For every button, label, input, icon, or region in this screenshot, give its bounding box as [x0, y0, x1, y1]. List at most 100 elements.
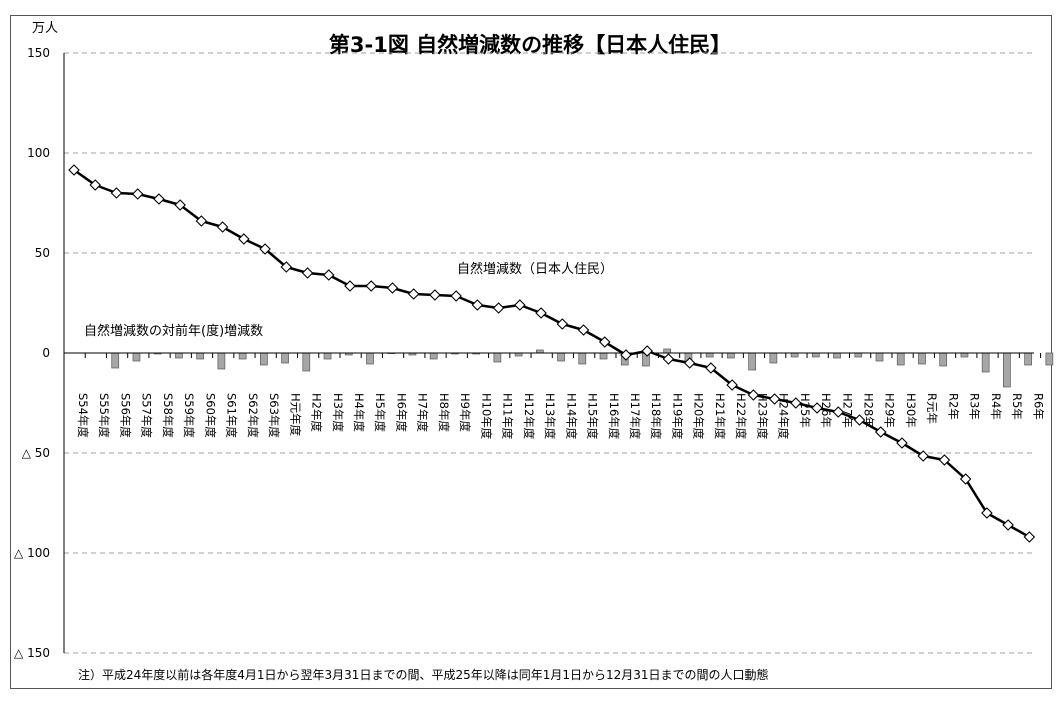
line-point-R5年: [1002, 519, 1014, 531]
x-tick-label: H16年度: [607, 393, 621, 440]
line-point-S61年度: [216, 221, 229, 233]
x-tick-label: H3年度: [331, 393, 345, 432]
chart-title: 第3-1図 自然増減数の推移【日本人住民】: [329, 33, 731, 57]
x-tick-label: H13年度: [543, 393, 557, 440]
x-tick-label: R5年: [1010, 393, 1024, 420]
line-point-R3年: [959, 473, 972, 485]
x-tick-label: S55年度: [97, 393, 111, 438]
x-tick-label: S61年度: [225, 393, 239, 438]
line-point-H21年度: [705, 362, 717, 374]
bar-H27年: [854, 352, 863, 358]
line-point-H27年: [832, 406, 845, 418]
bar-S58年度: [175, 352, 183, 359]
line-point-H12年度: [514, 299, 526, 311]
bar-H30年: [918, 352, 926, 365]
line-point-H元年度: [280, 261, 293, 273]
x-tick-label: S56年度: [118, 393, 132, 438]
x-tick-label: H4年度: [352, 393, 366, 432]
bar-R3年: [981, 352, 990, 373]
x-tick-label: H23年度: [755, 393, 769, 440]
x-tick-label: H28年: [862, 393, 876, 428]
y-tick-label: 50: [35, 246, 50, 260]
line-point-H11年度: [492, 302, 505, 314]
line-point-H25年: [790, 397, 802, 409]
x-tick-label: R4年: [989, 393, 1003, 420]
x-tick-label: H6年度: [394, 393, 408, 432]
line-point-S63年度: [259, 243, 271, 255]
x-tick-label: H24年度: [777, 393, 791, 440]
x-tick-label: H18年度: [649, 393, 663, 440]
bar-S55年度: [111, 352, 120, 369]
x-tick-label: H20年度: [692, 393, 706, 440]
line-point-S55年度: [89, 179, 102, 191]
bar-H13年度: [557, 352, 565, 362]
bar-H21年度: [727, 352, 735, 359]
line-point-H19年度: [662, 353, 675, 365]
y-tick-label: 100: [27, 146, 50, 160]
bar-series-label: 自然増減数の対前年(度)増減数: [84, 323, 263, 339]
line-point-H20年度: [683, 357, 696, 369]
bar-series: [111, 348, 1054, 388]
bar-S56年度: [132, 352, 141, 362]
line-point-H5年度: [365, 280, 377, 292]
x-tick-label: H15年度: [586, 393, 600, 440]
bar-H20年度: [705, 352, 714, 358]
x-tick-label: H12年度: [522, 393, 536, 440]
line-point-H29年: [874, 426, 887, 438]
line-point-H14年度: [556, 318, 569, 330]
line-point-S62年度: [238, 233, 250, 245]
y-tick-label: △ 100: [14, 546, 50, 560]
bar-S62年度: [259, 352, 268, 366]
x-tick-label: H21年度: [713, 393, 727, 440]
bar-S60年度: [217, 352, 226, 370]
bar-H2年度: [323, 352, 332, 360]
line-point-H9年度: [450, 290, 462, 302]
x-tick-label: H27年: [840, 393, 854, 428]
line-point-R元年: [917, 450, 929, 462]
bar-H4年度: [366, 352, 374, 365]
line-point-H22年度: [726, 379, 738, 391]
line-point-H8年度: [429, 289, 441, 301]
x-tick-label: H5年度: [373, 393, 387, 432]
zero-axis: [63, 352, 1042, 358]
line-path: [73, 168, 1030, 539]
bar-S63年度: [281, 352, 289, 364]
x-tick-label: H30年: [904, 393, 918, 428]
bar-R6年: [1045, 352, 1054, 366]
x-tick-label: S59年度: [182, 393, 196, 438]
bar-H7年度: [429, 352, 438, 360]
x-tick-label: H25年: [798, 393, 812, 428]
bar-H24年度: [790, 352, 799, 358]
bar-H29年: [896, 352, 905, 366]
bar-H26年: [833, 352, 841, 359]
y-tick-label: 150: [27, 46, 50, 60]
line-point-S57年度: [131, 188, 144, 200]
bar-H18年度: [663, 348, 672, 354]
bar-S59年度: [196, 352, 204, 360]
line-point-H24年度: [768, 393, 781, 405]
x-tick-label: R2年: [946, 393, 960, 420]
line-point-R4年: [981, 507, 993, 519]
x-tick-label: H17年度: [628, 393, 642, 440]
line-point-R6年: [1023, 531, 1036, 543]
y-tick-label: 0: [42, 346, 50, 360]
x-tick-label: H14年度: [564, 393, 578, 440]
category-labels: S54年度 S55年度 S56年度 S57年度 S58年度 S59年度 S60年度 S61年度…: [76, 393, 1045, 440]
y-tick-label: △ 50: [22, 446, 50, 460]
line-point-H17年度: [620, 349, 632, 361]
bar-H元年度: [302, 352, 311, 372]
line-point-S54年度: [68, 164, 80, 176]
x-tick-label: H10年度: [479, 393, 493, 440]
x-tick-label: S57年度: [140, 393, 154, 438]
bar-H10年度: [493, 352, 502, 363]
bar-H25年: [811, 352, 820, 358]
x-tick-label: H7年度: [416, 393, 430, 432]
line-point-S58年度: [153, 193, 165, 205]
line-series-label: 自然増減数（日本人住民）: [457, 261, 613, 277]
line-point-H26年: [811, 402, 823, 414]
bar-H28年: [875, 352, 884, 362]
bar-R4年: [1003, 352, 1011, 388]
x-tick-label: H2年度: [310, 393, 324, 432]
bar-H14年度: [578, 352, 587, 365]
bar-S61年度: [238, 352, 247, 360]
